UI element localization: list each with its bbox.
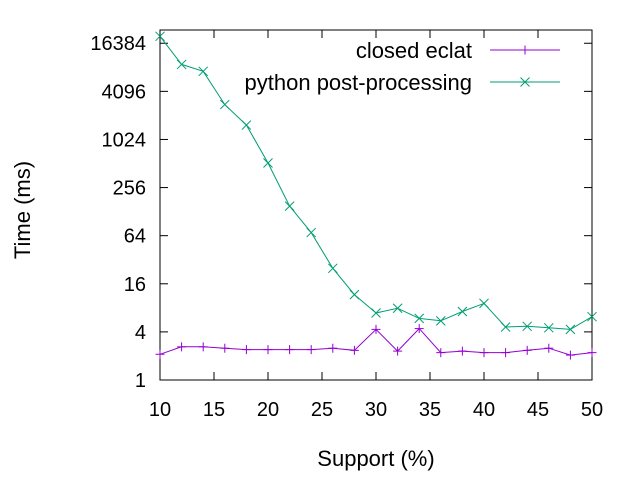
series-layer: [155, 31, 597, 360]
data-point: [392, 303, 403, 314]
x-axis-label: Support (%): [317, 446, 434, 471]
data-point: [544, 343, 554, 353]
data-point: [522, 345, 532, 355]
x-tick-label: 20: [257, 399, 279, 421]
data-point: [198, 342, 208, 352]
series-1: [155, 31, 597, 335]
legend-label: closed eclat: [356, 38, 472, 63]
data-point: [241, 345, 251, 355]
y-tick-label: 4096: [102, 81, 147, 103]
data-point: [306, 227, 317, 238]
data-point: [349, 289, 360, 300]
data-point: [436, 348, 446, 358]
x-tick-label: 10: [149, 399, 171, 421]
x-tick-label: 35: [419, 399, 441, 421]
x-tick-label: 50: [581, 399, 603, 421]
data-point: [457, 346, 467, 356]
x-axis: 10 15 20 25 30 35 40 45 50: [149, 30, 603, 421]
data-point: [371, 308, 381, 318]
data-point: [565, 324, 576, 335]
legend-marker: [520, 45, 530, 55]
data-point: [479, 298, 489, 309]
data-point: [500, 322, 511, 332]
data-point: [155, 349, 165, 359]
data-point: [414, 324, 424, 334]
data-point: [328, 343, 338, 353]
y-tick-label: 1024: [102, 129, 147, 151]
y-tick-label: 1: [135, 370, 146, 392]
y-tick-label: 16384: [90, 33, 146, 55]
data-point: [435, 315, 446, 326]
x-tick-label: 40: [473, 399, 495, 421]
data-point: [241, 120, 252, 130]
data-point: [219, 99, 230, 110]
legend-label: python post-processing: [245, 70, 472, 95]
data-point: [543, 322, 554, 333]
data-point: [155, 31, 165, 42]
data-point: [414, 313, 425, 324]
series-0: [155, 324, 597, 360]
data-point: [176, 59, 187, 70]
y-tick-label: 4: [135, 322, 146, 344]
data-point: [177, 342, 187, 352]
data-point: [393, 346, 403, 356]
data-point: [371, 324, 381, 334]
x-tick-label: 15: [203, 399, 225, 421]
y-tick-label: 256: [113, 178, 146, 200]
data-point: [263, 345, 273, 355]
y-tick-label: 16: [124, 274, 146, 296]
y-axis-label: Time (ms): [10, 161, 35, 259]
x-tick-label: 25: [311, 399, 333, 421]
data-point: [457, 306, 468, 317]
x-tick-label: 45: [527, 399, 549, 421]
data-point: [587, 311, 597, 322]
y-tick-label: 64: [124, 226, 146, 248]
data-point: [327, 263, 338, 274]
legend: closed eclat python post-processing: [245, 38, 560, 95]
y-axis: 1 4 16 64 256 1024 4096 16384: [90, 33, 592, 392]
data-point: [501, 348, 511, 358]
data-point: [587, 348, 597, 358]
data-point: [284, 201, 295, 211]
data-point: [306, 345, 316, 355]
data-point: [285, 345, 295, 355]
data-point: [522, 321, 533, 332]
data-point: [198, 66, 209, 77]
data-point: [565, 350, 575, 360]
data-point: [220, 343, 230, 353]
data-point: [349, 345, 359, 355]
data-point: [479, 348, 489, 358]
x-tick-label: 30: [365, 399, 387, 421]
data-point: [263, 158, 273, 168]
legend-marker: [520, 77, 530, 87]
